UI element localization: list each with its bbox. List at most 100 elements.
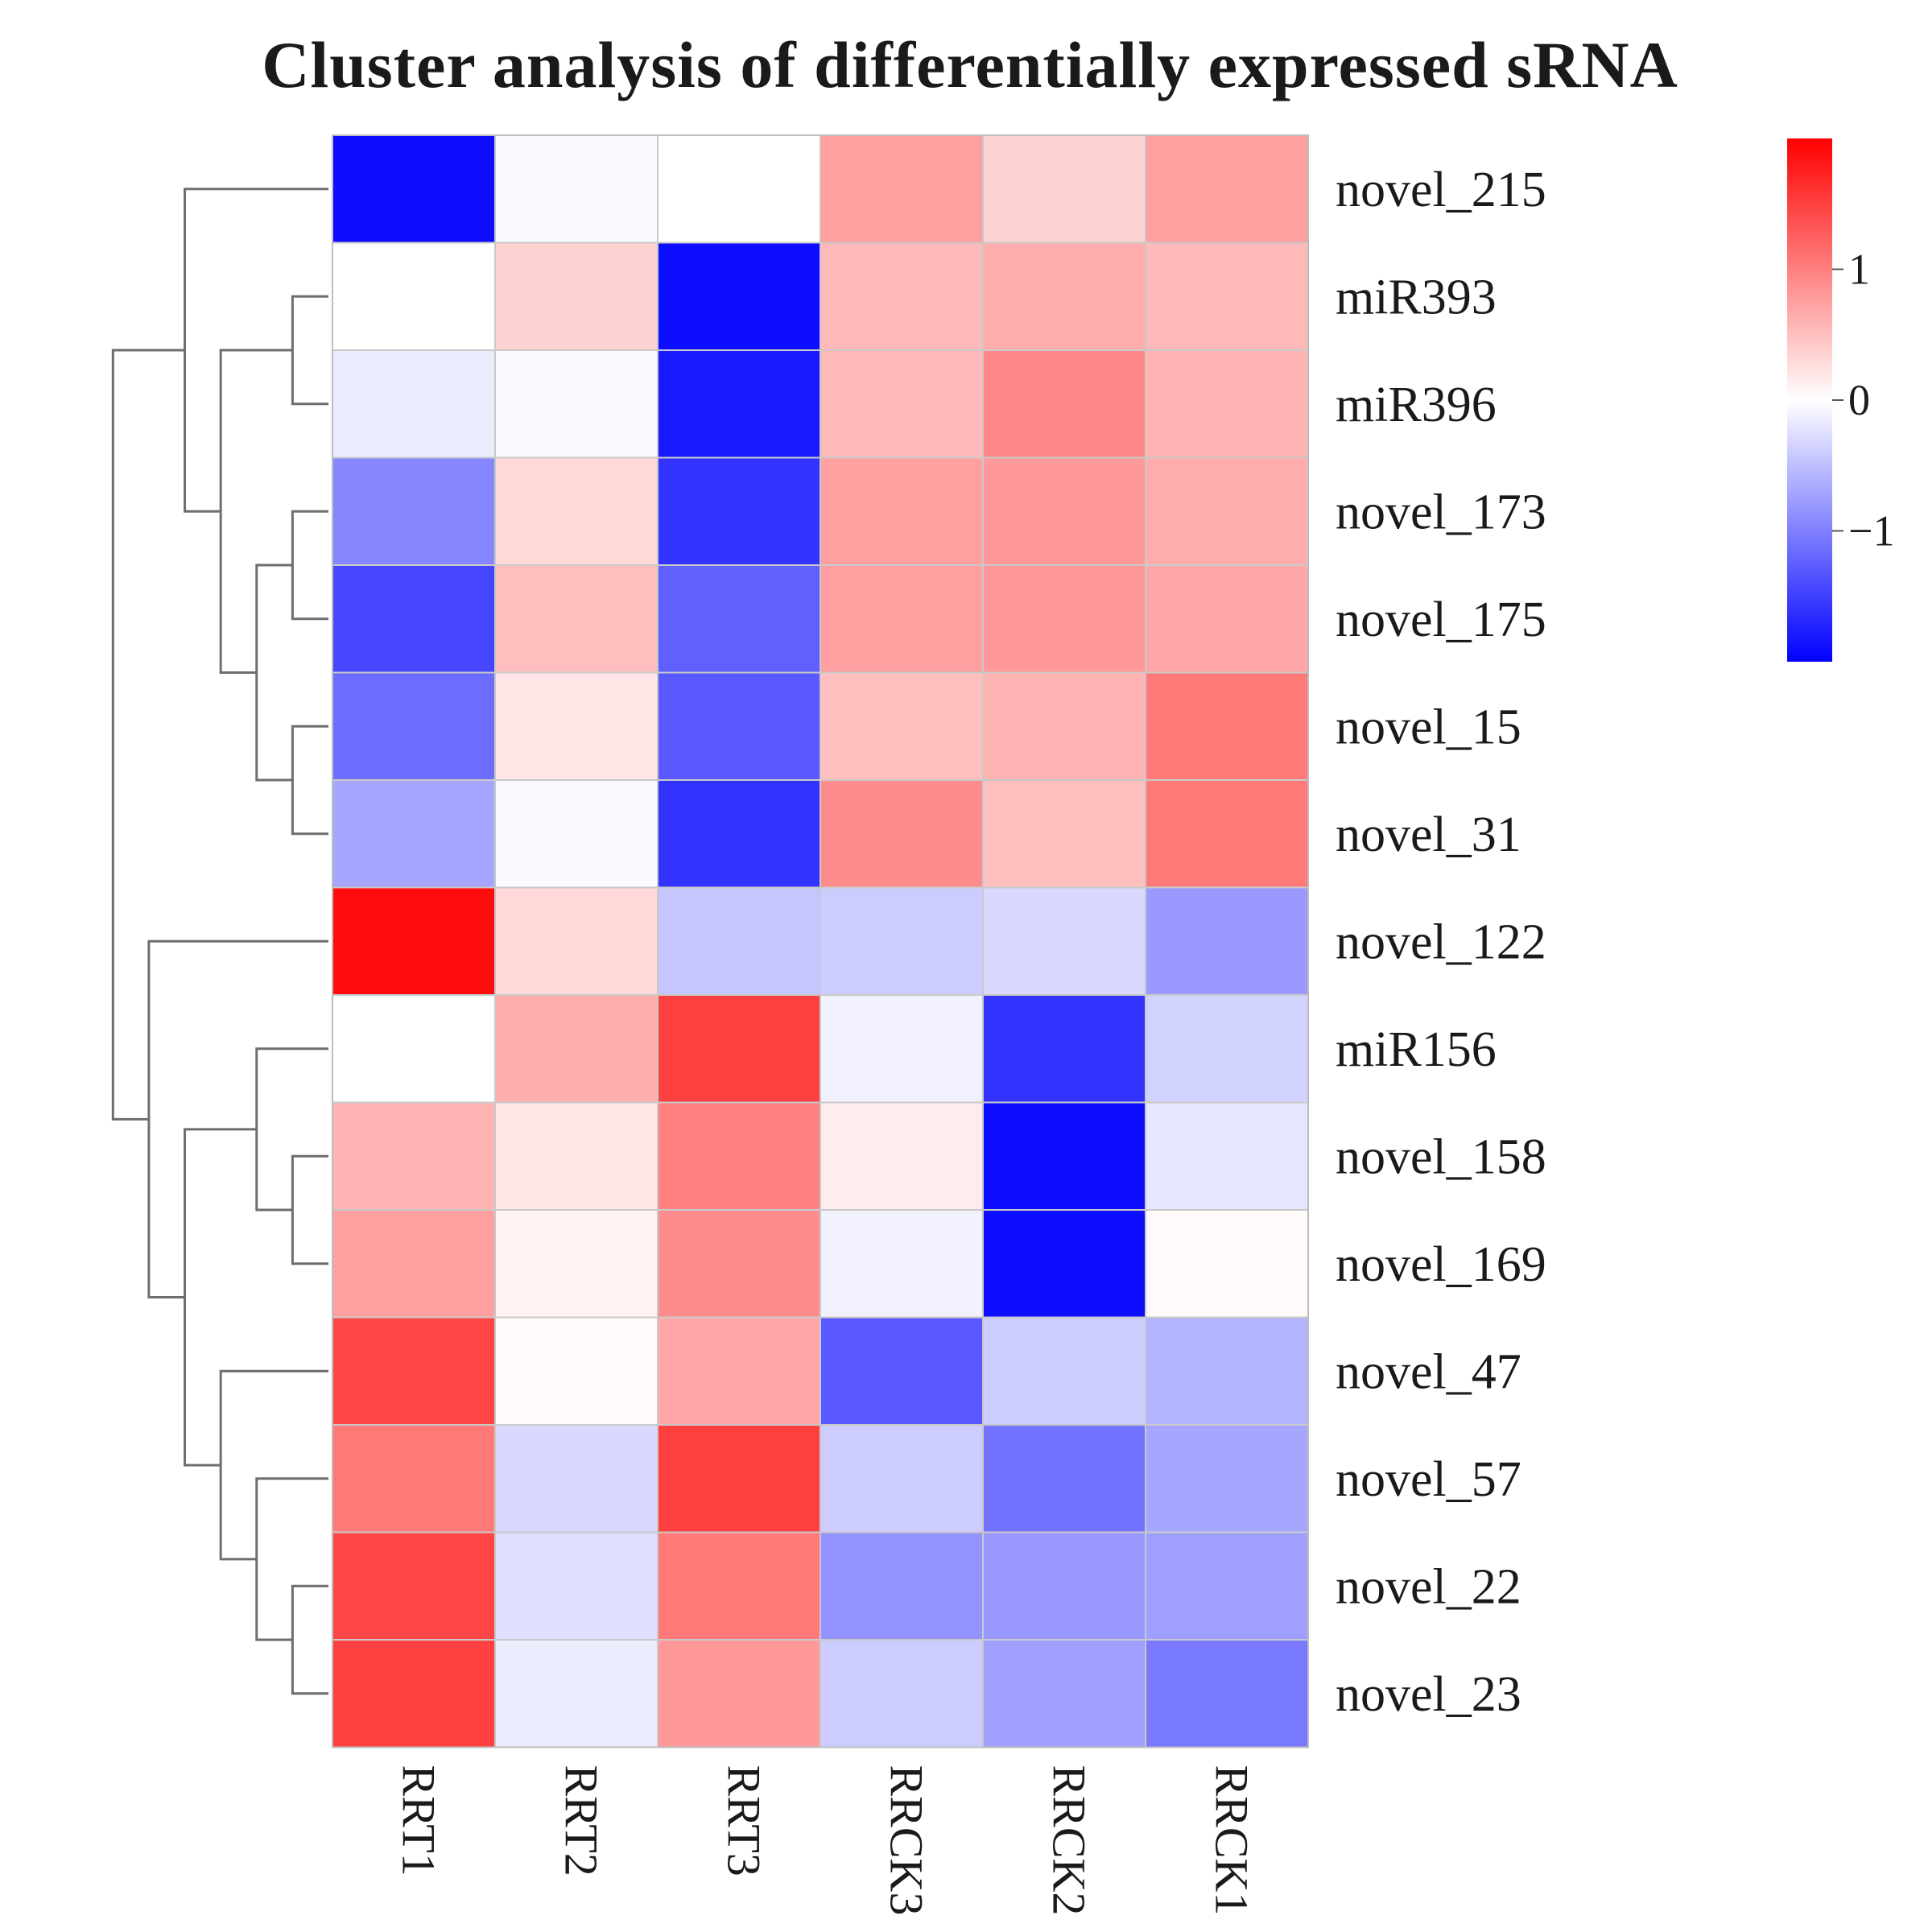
heatmap-cell-novel-22-rrck2 bbox=[982, 1531, 1146, 1641]
heatmap-cell-novel-31-rrck3 bbox=[820, 779, 984, 889]
colorbar-tick-label: −1 bbox=[1848, 507, 1894, 555]
heatmap-cell-novel-122-rrt1 bbox=[332, 886, 496, 996]
heatmap-cell-novel-47-rrck1 bbox=[1145, 1316, 1309, 1426]
heatmap-cell-novel-23-rrt2 bbox=[494, 1639, 659, 1748]
heatmap-cell-mir393-rrt3 bbox=[657, 242, 821, 351]
colorbar-tick-label: 0 bbox=[1848, 376, 1870, 424]
heatmap-cell-novel-31-rrt2 bbox=[494, 779, 659, 889]
heatmap-cell-novel-22-rrck3 bbox=[820, 1531, 984, 1641]
heatmap-cell-novel-175-rrck2 bbox=[982, 564, 1146, 674]
heatmap-cell-novel-169-rrt1 bbox=[332, 1209, 496, 1319]
heatmap-cell-mir156-rrck2 bbox=[982, 994, 1146, 1104]
heatmap-cell-mir156-rrt2 bbox=[494, 994, 659, 1104]
dendrogram-branch bbox=[219, 349, 293, 674]
heatmap-cell-mir393-rrt1 bbox=[332, 242, 496, 351]
row-dendrogram bbox=[111, 188, 328, 1695]
colorbar-gradient bbox=[1787, 138, 1832, 662]
heatmap-cell-novel-15-rrt2 bbox=[494, 671, 659, 781]
row-label-novel-158: novel_158 bbox=[1336, 1129, 1546, 1184]
heatmap-cell-mir156-rrck3 bbox=[820, 994, 984, 1104]
row-label-novel-173: novel_173 bbox=[1336, 485, 1546, 539]
dendrogram-branch bbox=[291, 510, 328, 621]
heatmap-cell-novel-173-rrt3 bbox=[657, 456, 821, 566]
row-label-mir396: miR396 bbox=[1336, 378, 1497, 432]
row-label-novel-122: novel_122 bbox=[1336, 914, 1546, 969]
heatmap-cell-novel-169-rrck3 bbox=[820, 1209, 984, 1319]
heatmap-cell-novel-215-rrt3 bbox=[657, 134, 821, 244]
dendrogram-branch bbox=[291, 1584, 328, 1695]
heatmap-cell-mir393-rrck2 bbox=[982, 242, 1146, 351]
heatmap-cell-novel-47-rrt1 bbox=[332, 1316, 496, 1426]
heatmap-cell-novel-22-rrt3 bbox=[657, 1531, 821, 1641]
heatmap-cell-novel-31-rrck2 bbox=[982, 779, 1146, 889]
row-label-novel-15: novel_15 bbox=[1336, 700, 1521, 754]
heatmap-cell-novel-175-rrt1 bbox=[332, 564, 496, 674]
heatmap-cell-novel-22-rrt2 bbox=[494, 1531, 659, 1641]
heatmap-cell-novel-31-rrt1 bbox=[332, 779, 496, 889]
heatmap-cell-novel-158-rrt1 bbox=[332, 1101, 496, 1211]
row-label-mir156: miR156 bbox=[1336, 1022, 1497, 1077]
heatmap-cell-novel-23-rrt1 bbox=[332, 1639, 496, 1748]
heatmap-cell-novel-57-rrt2 bbox=[494, 1424, 659, 1534]
heatmap-cell-novel-158-rrck3 bbox=[820, 1101, 984, 1211]
dendrogram-branch bbox=[291, 1154, 328, 1265]
heatmap-cell-novel-215-rrck1 bbox=[1145, 134, 1309, 244]
heatmap-cell-mir393-rrck3 bbox=[820, 242, 984, 351]
heatmap-cell-novel-169-rrt3 bbox=[657, 1209, 821, 1319]
dendrogram-branch bbox=[255, 564, 293, 782]
heatmap-cell-novel-15-rrck2 bbox=[982, 671, 1146, 781]
column-label-rrt1: RRT1 bbox=[393, 1765, 445, 1876]
heatmap-cell-novel-22-rrt1 bbox=[332, 1531, 496, 1641]
heatmap-cell-novel-23-rrck1 bbox=[1145, 1639, 1309, 1748]
heatmap-cell-novel-175-rrt3 bbox=[657, 564, 821, 674]
heatmap-cell-novel-158-rrck1 bbox=[1145, 1101, 1309, 1211]
heatmap-cell-novel-57-rrt1 bbox=[332, 1424, 496, 1534]
heatmap-cell-novel-215-rrt1 bbox=[332, 134, 496, 244]
row-label-novel-23: novel_23 bbox=[1336, 1667, 1521, 1722]
heatmap-cell-novel-173-rrt1 bbox=[332, 456, 496, 566]
heatmap-cell-novel-122-rrck1 bbox=[1145, 886, 1309, 996]
row-labels: novel_215 miR393 miR396 novel_173 novel_175n… bbox=[1336, 163, 1546, 1722]
heatmap-cell-novel-173-rrck2 bbox=[982, 456, 1146, 566]
heatmap-cell-novel-23-rrt3 bbox=[657, 1639, 821, 1748]
heatmap-cell-novel-175-rrck3 bbox=[820, 564, 984, 674]
heatmap-cell-novel-57-rrck2 bbox=[982, 1424, 1146, 1534]
heatmap-cell-novel-215-rrck2 bbox=[982, 134, 1146, 244]
heatmap-cell-mir156-rrck1 bbox=[1145, 994, 1309, 1104]
heatmap-cell-novel-169-rrck1 bbox=[1145, 1209, 1309, 1319]
heatmap-cell-mir396-rrck3 bbox=[820, 349, 984, 459]
heatmap-cell-novel-169-rrck2 bbox=[982, 1209, 1146, 1319]
heatmap-cell-mir396-rrt1 bbox=[332, 349, 496, 459]
row-label-novel-57: novel_57 bbox=[1336, 1452, 1521, 1507]
row-label-novel-31: novel_31 bbox=[1336, 807, 1521, 862]
heatmap-cell-novel-15-rrck3 bbox=[820, 671, 984, 781]
heatmap-cell-novel-47-rrt3 bbox=[657, 1316, 821, 1426]
heatmap-cell-novel-122-rrt3 bbox=[657, 886, 821, 996]
heatmap-cell-novel-23-rrck2 bbox=[982, 1639, 1146, 1748]
heatmap-cell-novel-15-rrck1 bbox=[1145, 671, 1309, 781]
heatmap-cell-novel-215-rrck3 bbox=[820, 134, 984, 244]
row-label-novel-169: novel_169 bbox=[1336, 1237, 1546, 1292]
chart-title: Cluster analysis of differentially expre… bbox=[262, 28, 1678, 101]
heatmap-cell-mir396-rrck2 bbox=[982, 349, 1146, 459]
heatmap-cell-novel-57-rrt3 bbox=[657, 1424, 821, 1534]
row-label-novel-215: novel_215 bbox=[1336, 163, 1546, 217]
heatmap-cell-novel-122-rrt2 bbox=[494, 886, 659, 996]
column-label-rrck3: RRCK3 bbox=[881, 1765, 933, 1916]
heatmap-cell-novel-122-rrck2 bbox=[982, 886, 1146, 996]
heatmap-cell-novel-175-rrck1 bbox=[1145, 564, 1309, 674]
heatmap-cell-novel-158-rrt3 bbox=[657, 1101, 821, 1211]
heatmap-cell-novel-215-rrt2 bbox=[494, 134, 659, 244]
row-label-novel-175: novel_175 bbox=[1336, 592, 1546, 647]
heatmap-cell-novel-47-rrck2 bbox=[982, 1316, 1146, 1426]
heatmap-cell-novel-158-rrck2 bbox=[982, 1101, 1146, 1211]
heatmap-cell-novel-15-rrt1 bbox=[332, 671, 496, 781]
heatmap-cell-novel-15-rrt3 bbox=[657, 671, 821, 781]
heatmap-cell-mir393-rrt2 bbox=[494, 242, 659, 351]
dendrogram-branch bbox=[291, 295, 328, 406]
heatmap-cell-novel-169-rrt2 bbox=[494, 1209, 659, 1319]
column-label-rrt3: RRT3 bbox=[718, 1765, 770, 1876]
heatmap-cell-mir396-rrt2 bbox=[494, 349, 659, 459]
heatmap-cell-mir156-rrt1 bbox=[332, 994, 496, 1104]
